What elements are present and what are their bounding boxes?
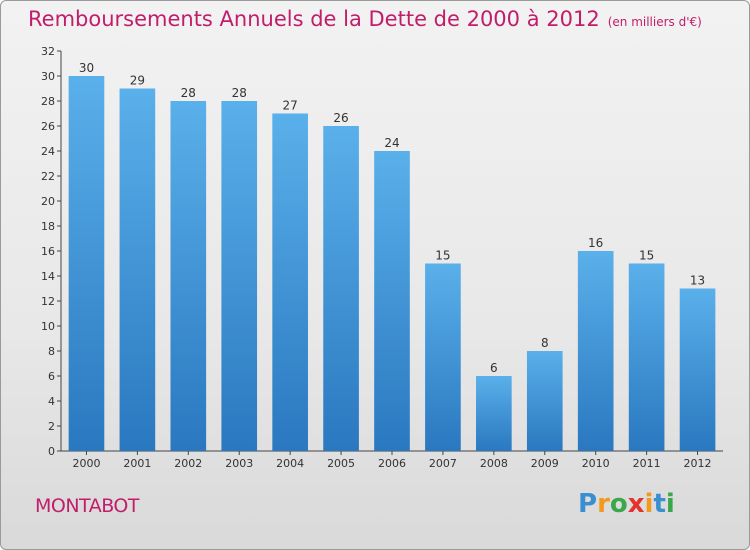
y-tick-label: 2 — [48, 420, 55, 433]
bar-value-label: 26 — [333, 111, 348, 125]
bar-2010 — [577, 251, 614, 451]
y-tick-label: 32 — [41, 45, 55, 58]
y-tick-label: 18 — [41, 220, 55, 233]
y-tick-label: 20 — [41, 195, 55, 208]
bar-value-label: 15 — [639, 249, 654, 263]
x-tick-label: 2007 — [429, 457, 457, 470]
chart-title-text: Remboursements Annuels de la Dette de 20… — [28, 7, 600, 31]
bar-2002 — [170, 101, 207, 451]
y-tick-label: 28 — [41, 95, 55, 108]
bar-2001 — [119, 88, 156, 451]
bar-value-label: 27 — [283, 99, 298, 113]
y-tick-label: 10 — [41, 320, 55, 333]
chart-title: Remboursements Annuels de la Dette de 20… — [28, 7, 702, 31]
bar-2006 — [374, 151, 410, 451]
x-tick-label: 2004 — [276, 457, 304, 470]
x-tick-label: 2000 — [72, 457, 100, 470]
bar-2012 — [679, 288, 716, 451]
bar-value-label: 13 — [690, 274, 705, 288]
bar-2008 — [476, 376, 512, 451]
y-tick-label: 14 — [41, 270, 55, 283]
unit-label: (en milliers d'€) — [607, 15, 702, 29]
x-tick-label: 2011 — [633, 457, 661, 470]
bar-2004 — [272, 113, 308, 451]
y-tick-label: 8 — [48, 345, 55, 358]
x-tick-label: 2010 — [582, 457, 610, 470]
bar-2005 — [323, 126, 359, 451]
x-tick-label: 2002 — [174, 457, 202, 470]
x-tick-label: 2003 — [225, 457, 253, 470]
bar-value-label: 24 — [384, 136, 399, 150]
x-tick-label: 2012 — [684, 457, 712, 470]
x-tick-label: 2001 — [123, 457, 151, 470]
y-tick-label: 4 — [48, 395, 55, 408]
y-tick-label: 0 — [48, 445, 55, 458]
bar-2000 — [68, 76, 105, 451]
proxiti-logo: Proxiti — [578, 489, 675, 519]
bar-value-label: 29 — [130, 74, 145, 88]
bar-value-label: 15 — [435, 249, 450, 263]
x-tick-label: 2008 — [480, 457, 508, 470]
y-tick-label: 24 — [41, 145, 55, 158]
y-tick-label: 30 — [41, 70, 55, 83]
bar-2011 — [628, 263, 665, 451]
town-name: MONTABOT — [35, 495, 139, 517]
bar-value-label: 8 — [541, 336, 549, 350]
y-tick-label: 6 — [48, 370, 55, 383]
bar-value-label: 6 — [490, 361, 498, 375]
bar-2009 — [526, 351, 563, 451]
bar-2007 — [425, 263, 461, 451]
x-tick-label: 2005 — [327, 457, 355, 470]
bar-value-label: 28 — [181, 86, 196, 100]
bar-value-label: 30 — [79, 61, 94, 75]
bar-value-label: 28 — [232, 86, 247, 100]
bar-value-label: 16 — [588, 236, 603, 250]
y-tick-label: 12 — [41, 295, 55, 308]
bar-2003 — [221, 101, 258, 451]
x-tick-label: 2009 — [531, 457, 559, 470]
y-tick-label: 26 — [41, 120, 55, 133]
x-tick-label: 2006 — [378, 457, 406, 470]
y-tick-label: 16 — [41, 245, 55, 258]
y-tick-label: 22 — [41, 170, 55, 183]
